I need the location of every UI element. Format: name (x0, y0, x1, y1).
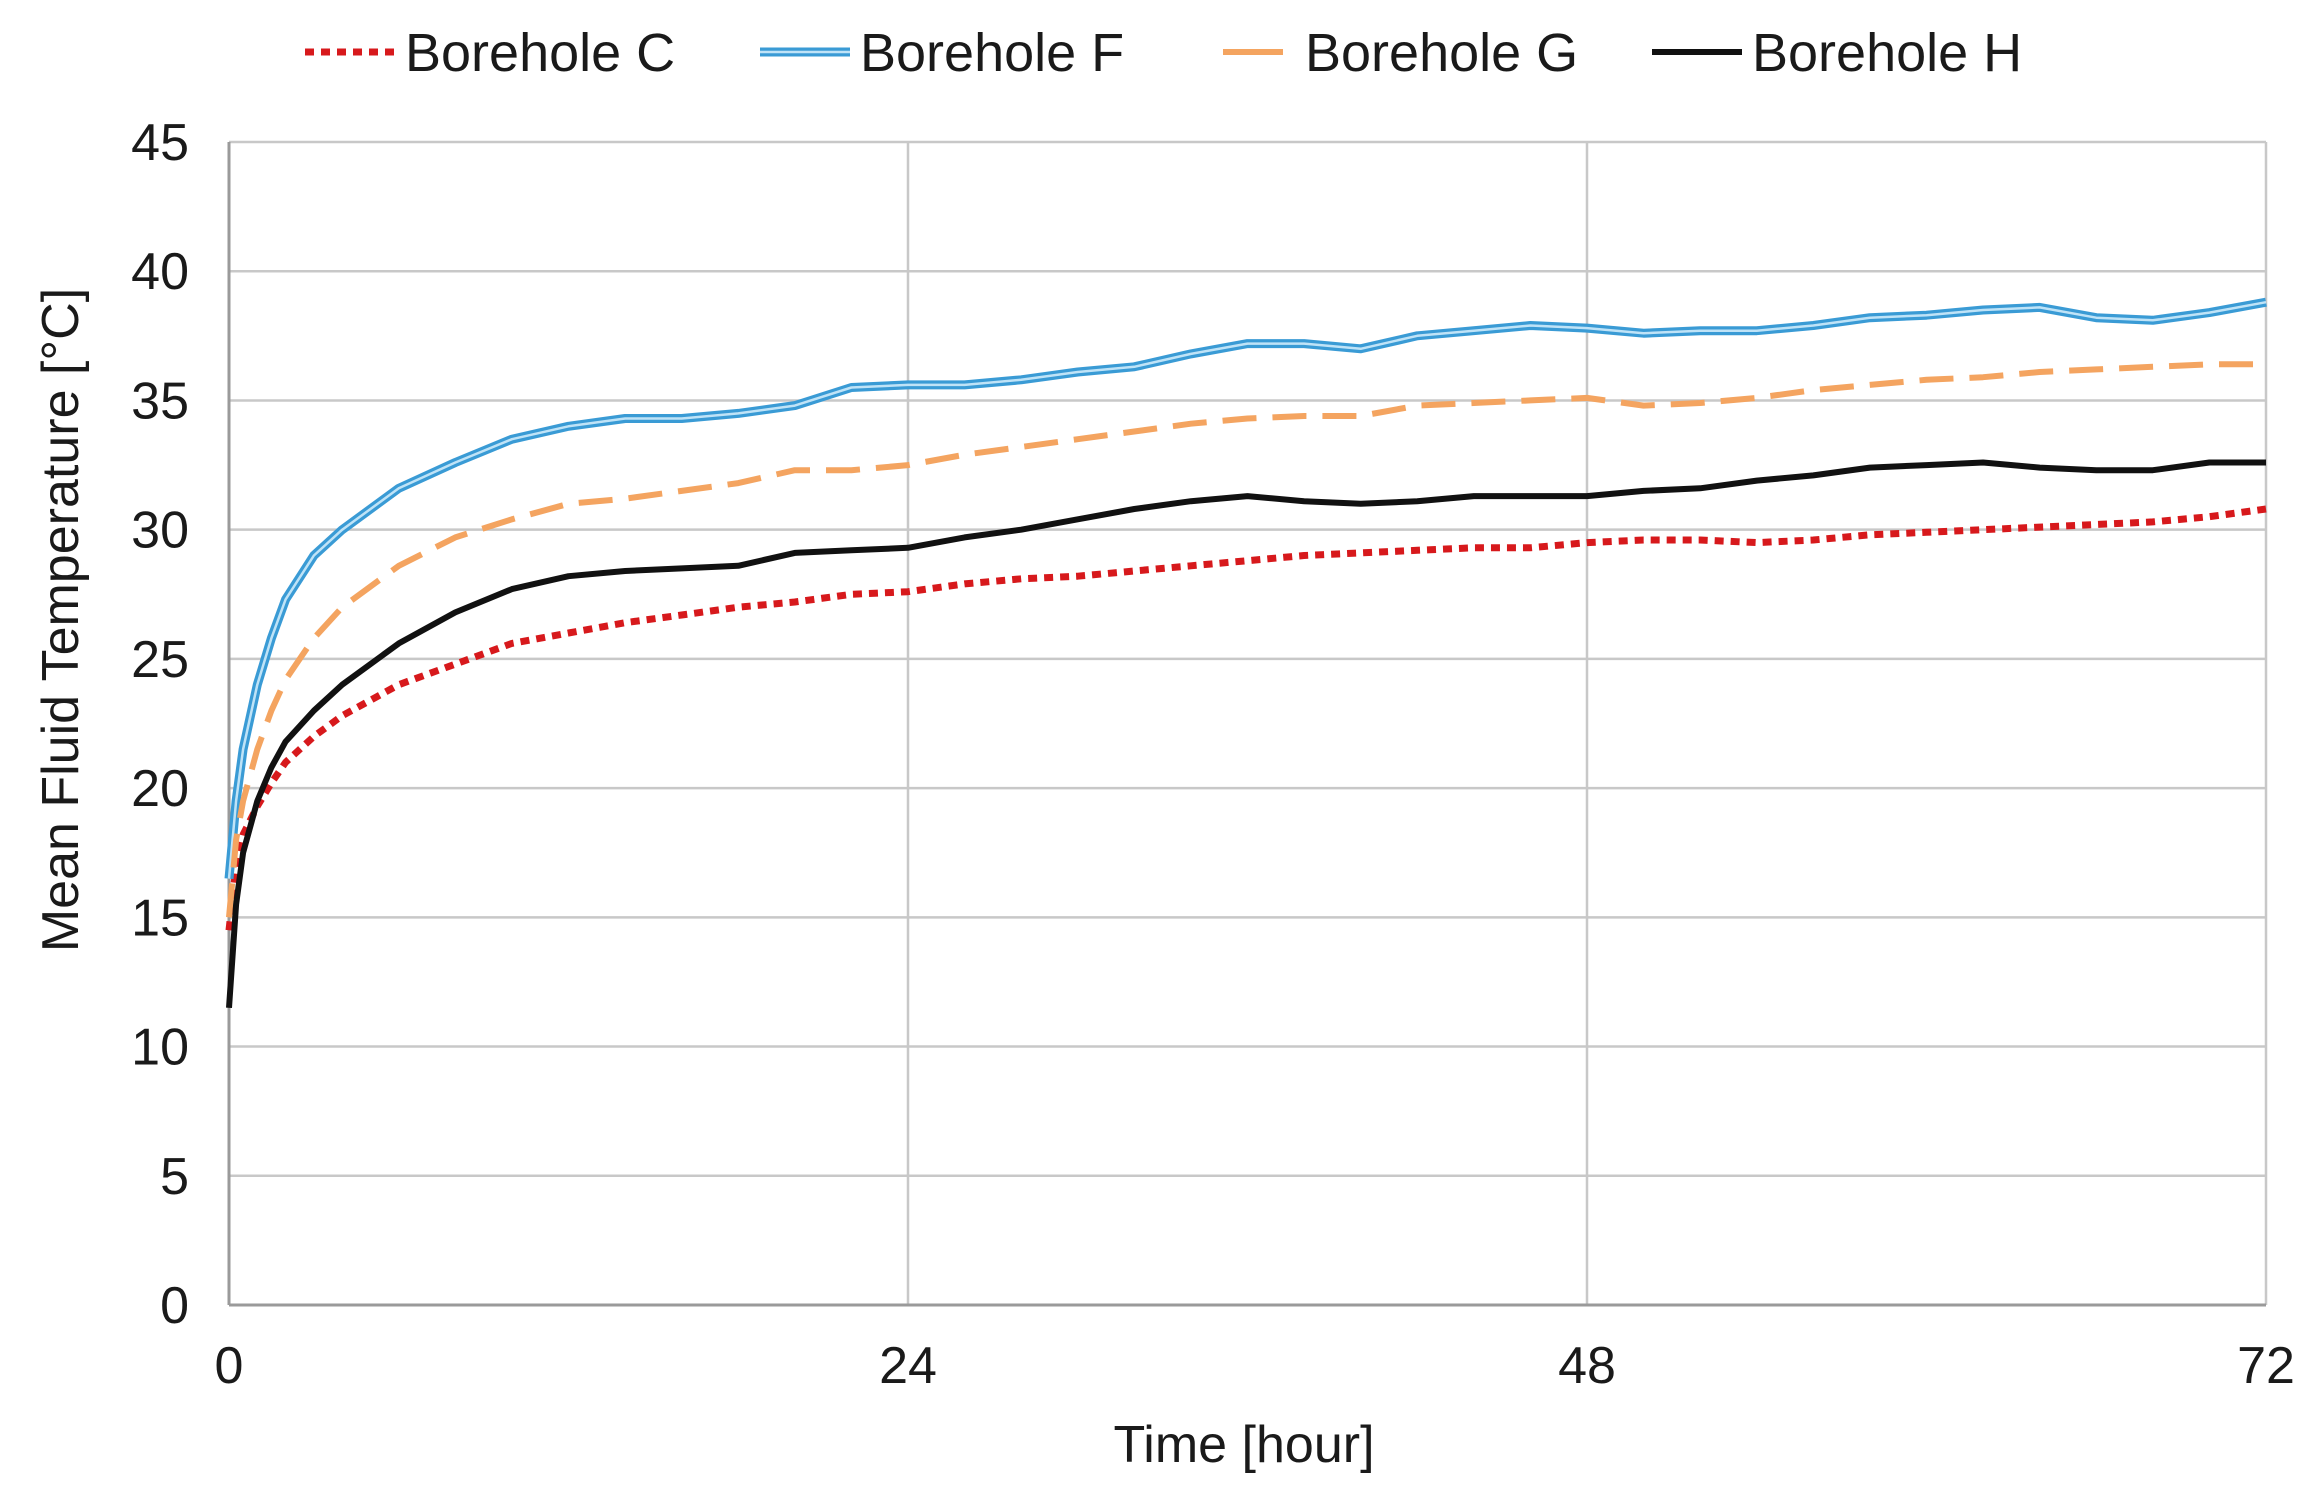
y-tick-label-40: 40 (131, 243, 189, 301)
x-tick-label-48: 48 (1558, 1337, 1616, 1395)
x-tick-label-24: 24 (879, 1337, 937, 1395)
y-tick-label-0: 0 (160, 1277, 189, 1335)
y-tick-label-45: 45 (131, 114, 189, 172)
x-tick-label-72: 72 (2237, 1337, 2295, 1395)
y-tick-label-35: 35 (131, 372, 189, 430)
legend-label-borehole-h: Borehole H (1752, 23, 2022, 83)
y-tick-label-30: 30 (131, 502, 189, 560)
series-line-borehole-f (224, 297, 2267, 880)
series-line-borehole-g (226, 361, 2266, 918)
tick-labels: 0 5 10 15 20 25 30 35 40 45 0 24 48 72 (131, 114, 2295, 1395)
grid (229, 140, 2268, 1305)
y-axis-label: Mean Fluid Temperature [°C] (32, 288, 90, 952)
legend-label-borehole-c: Borehole C (405, 23, 675, 83)
legend-label-borehole-f: Borehole F (860, 23, 1124, 83)
series-line-borehole-c (225, 505, 2267, 931)
x-tick-label-0: 0 (215, 1337, 244, 1395)
series-layer (224, 297, 2267, 1009)
y-tick-label-20: 20 (131, 760, 189, 818)
x-axis-label: Time [hour] (1113, 1416, 1374, 1474)
y-tick-label-25: 25 (131, 631, 189, 689)
axes (227, 142, 2266, 1307)
legend-label-borehole-g: Borehole G (1305, 23, 1578, 83)
y-tick-label-5: 5 (160, 1148, 189, 1206)
series-line-borehole-h (226, 459, 2266, 1009)
series-line-highlight-borehole-f (227, 300, 2267, 879)
legend: Borehole C Borehole F Borehole G Borehole H (305, 23, 2022, 83)
y-tick-label-15: 15 (131, 889, 189, 947)
y-tick-label-10: 10 (131, 1019, 189, 1077)
